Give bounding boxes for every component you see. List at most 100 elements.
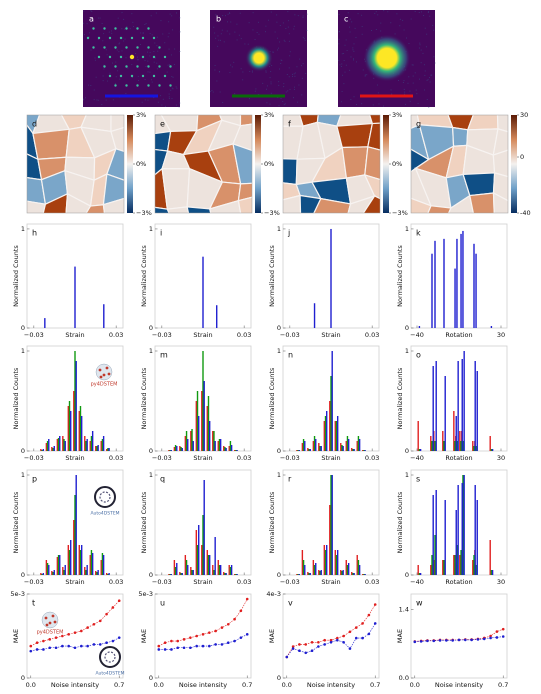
grain bbox=[341, 146, 369, 179]
series-point bbox=[105, 641, 108, 645]
noise bbox=[229, 72, 231, 74]
noise bbox=[220, 39, 222, 41]
histogram-bar bbox=[97, 570, 99, 575]
histogram-bar bbox=[362, 574, 364, 575]
histogram-bar bbox=[318, 570, 320, 575]
histogram-bar bbox=[353, 449, 355, 451]
noise bbox=[151, 81, 153, 83]
noise bbox=[231, 66, 233, 68]
spot bbox=[92, 46, 95, 49]
x-tick-label: 0.03 bbox=[109, 454, 123, 462]
noise bbox=[418, 47, 420, 49]
series-point bbox=[233, 617, 236, 621]
noise bbox=[172, 29, 174, 31]
noise bbox=[425, 46, 427, 48]
histogram-bar bbox=[444, 500, 446, 575]
noise bbox=[402, 19, 404, 21]
x-tick-label: 0.03 bbox=[109, 578, 123, 586]
histogram-bar bbox=[453, 411, 455, 451]
histogram-bar bbox=[75, 475, 77, 575]
noise bbox=[345, 19, 347, 21]
grain bbox=[313, 197, 352, 213]
histogram-bar bbox=[331, 475, 333, 575]
panel-letter: v bbox=[288, 599, 293, 608]
panel-letter: a bbox=[89, 15, 94, 24]
series-point bbox=[92, 622, 96, 626]
noise bbox=[377, 14, 379, 16]
noise bbox=[427, 11, 429, 13]
histogram-bar bbox=[90, 550, 93, 575]
noise bbox=[146, 51, 148, 53]
histogram-bar bbox=[212, 431, 214, 451]
noise bbox=[429, 81, 431, 83]
histogram-bar bbox=[298, 450, 300, 451]
histogram-bar bbox=[181, 448, 183, 451]
x-tick-label: 0.0 bbox=[154, 681, 164, 689]
noise bbox=[279, 24, 281, 26]
histogram-bar bbox=[453, 555, 455, 575]
histogram-bar bbox=[434, 535, 436, 575]
series-point bbox=[201, 644, 205, 648]
noise bbox=[214, 69, 216, 71]
histogram-bar bbox=[236, 450, 238, 451]
y-tick-label: 1 bbox=[149, 471, 153, 479]
histogram-bar bbox=[459, 555, 461, 575]
noise bbox=[156, 45, 158, 47]
histogram-bar bbox=[180, 573, 182, 575]
histogram-bar bbox=[213, 570, 215, 575]
grain bbox=[362, 195, 380, 213]
x-tick-label: −40 bbox=[410, 454, 424, 462]
grain bbox=[492, 149, 508, 178]
histogram-bar bbox=[73, 391, 75, 451]
y-tick-label: 0 bbox=[149, 324, 153, 332]
histogram-bar bbox=[236, 574, 238, 575]
noise bbox=[399, 18, 401, 20]
histogram-bar bbox=[298, 574, 300, 575]
noise bbox=[420, 11, 422, 13]
histogram-bar bbox=[214, 441, 216, 451]
grain bbox=[336, 115, 374, 127]
x-tick-label: 0.03 bbox=[365, 578, 379, 586]
noise bbox=[372, 104, 374, 106]
histogram-bar bbox=[223, 572, 225, 575]
noise bbox=[283, 86, 285, 88]
series-point bbox=[291, 645, 295, 648]
spot bbox=[97, 55, 101, 59]
noise bbox=[144, 60, 146, 62]
grain bbox=[452, 126, 469, 147]
noise bbox=[137, 75, 139, 77]
histogram-bar bbox=[490, 570, 493, 575]
x-axis-label: Strain bbox=[193, 454, 212, 462]
noise bbox=[265, 70, 267, 72]
histogram-bar bbox=[73, 520, 75, 575]
noise bbox=[153, 51, 155, 53]
noise bbox=[404, 93, 406, 95]
histogram-bar bbox=[434, 441, 436, 451]
x-tick-label: 0.0 bbox=[410, 681, 420, 689]
grain bbox=[363, 173, 380, 200]
noise bbox=[144, 23, 146, 25]
noise bbox=[176, 12, 178, 14]
noise bbox=[134, 52, 136, 54]
histogram-bar bbox=[443, 560, 445, 575]
noise bbox=[415, 89, 417, 91]
histogram-bar bbox=[51, 571, 53, 575]
logo-dot bbox=[99, 375, 103, 379]
colorbar-label: 3% bbox=[392, 111, 402, 119]
noise bbox=[272, 51, 274, 53]
noise bbox=[229, 33, 231, 35]
series-point bbox=[29, 644, 33, 648]
colorbar bbox=[383, 115, 389, 213]
colorbar bbox=[511, 115, 517, 213]
grain bbox=[427, 205, 452, 213]
noise bbox=[112, 99, 114, 101]
noise bbox=[352, 49, 354, 51]
series-point bbox=[233, 639, 236, 643]
histogram-bar bbox=[335, 555, 338, 575]
histogram-bar bbox=[190, 567, 192, 575]
noise bbox=[83, 10, 85, 12]
colorbar bbox=[255, 115, 261, 213]
noise bbox=[119, 42, 121, 44]
spot bbox=[130, 36, 134, 40]
histogram-bar bbox=[461, 359, 463, 451]
